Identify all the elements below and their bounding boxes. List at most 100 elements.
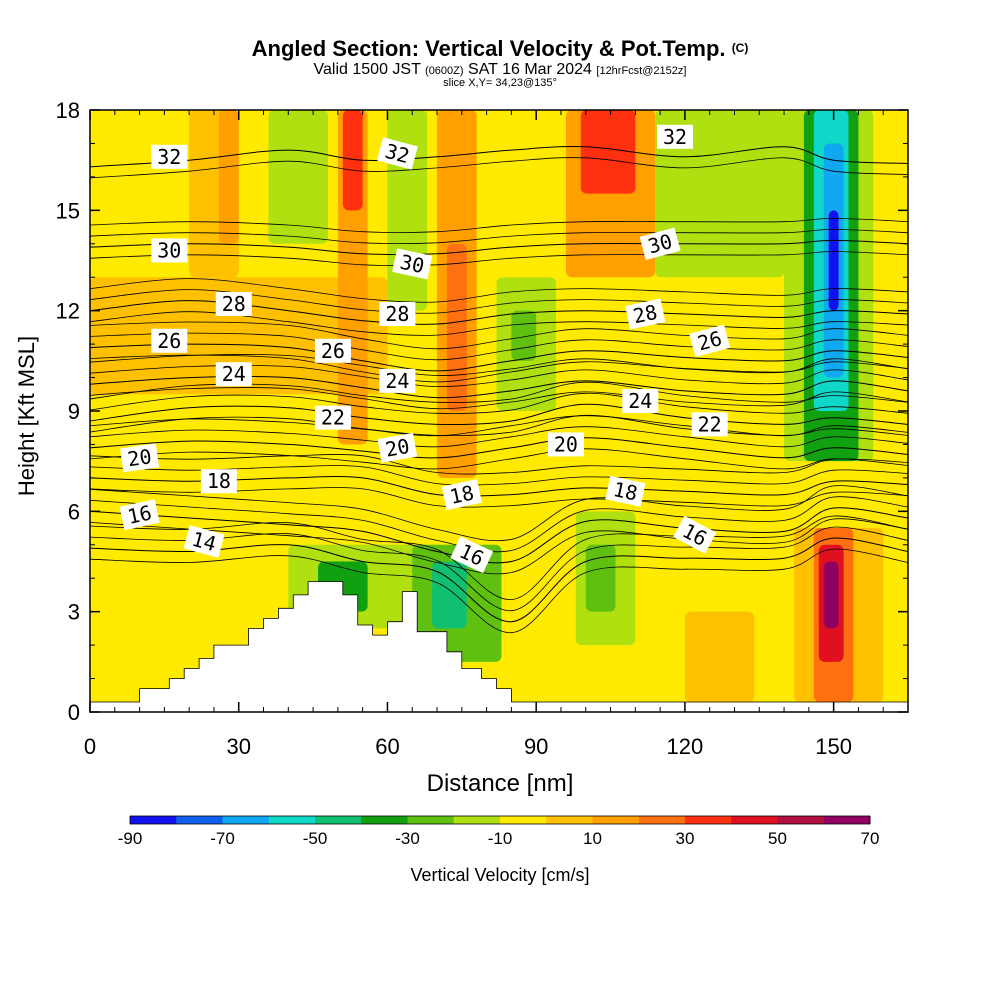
contour-label-bg bbox=[441, 479, 482, 511]
isentrope-28-minor-0 bbox=[90, 311, 908, 336]
colorbar-swatch-5 bbox=[361, 816, 408, 824]
contour-label-18: 20 bbox=[377, 432, 418, 463]
y-tick-label: 0 bbox=[68, 700, 80, 725]
contour-label-bg bbox=[625, 298, 666, 330]
contour-label-12: 24 bbox=[215, 362, 252, 387]
contour-label-text: 30 bbox=[157, 238, 181, 262]
x-tick-label: 90 bbox=[524, 734, 548, 759]
contour-label-2: 32 bbox=[656, 124, 693, 149]
colorbar-swatch-10 bbox=[592, 816, 640, 824]
velocity-cell-10 bbox=[268, 110, 328, 244]
y-axis-label: Height [Kft MSL] bbox=[14, 336, 39, 496]
velocity-cell-26 bbox=[684, 611, 755, 702]
valid-date: SAT 16 Mar 2024 bbox=[468, 61, 592, 78]
colorbar-swatch-9 bbox=[546, 816, 593, 824]
y-tick-label: 18 bbox=[56, 98, 80, 123]
title-mark: (C) bbox=[731, 41, 749, 55]
velocity-cell-3 bbox=[218, 110, 239, 244]
contour-label-17: 20 bbox=[120, 443, 160, 473]
contour-label-text: 26 bbox=[321, 339, 345, 363]
isentrope-16-minor-1 bbox=[90, 496, 908, 553]
isentropes bbox=[90, 146, 908, 634]
contour-label-26: 14 bbox=[183, 525, 225, 558]
slice-info: slice X,Y= 34,23@135° bbox=[443, 77, 557, 89]
contour-label-text: 30 bbox=[398, 250, 427, 278]
contour-label-4: 30 bbox=[392, 248, 433, 280]
contour-label-6: 28 bbox=[215, 291, 252, 316]
valid-time: Valid 1500 JST bbox=[313, 61, 421, 78]
isentrope-18-minor-1 bbox=[90, 465, 908, 486]
contour-label-0: 32 bbox=[151, 144, 188, 169]
contour-label-8: 28 bbox=[625, 298, 666, 330]
isentrope-20-minor-1 bbox=[90, 426, 908, 448]
contour-label-bg bbox=[151, 144, 188, 169]
contour-label-bg bbox=[151, 328, 188, 353]
colorbar-swatch-11 bbox=[638, 816, 686, 824]
velocity-cell-25 bbox=[585, 544, 616, 612]
velocity-cell-19 bbox=[828, 210, 839, 311]
contour-label-bg bbox=[379, 368, 416, 393]
x-axis-label: Distance [nm] bbox=[427, 770, 574, 797]
colorbar-swatch-12 bbox=[685, 816, 732, 824]
colorbar-tick-label: 70 bbox=[861, 829, 880, 848]
contour-label-text: 16 bbox=[125, 500, 154, 528]
isentrope-22-minor-0 bbox=[90, 414, 908, 437]
velocity-cell-13 bbox=[511, 310, 537, 361]
velocity-cell-30 bbox=[823, 561, 839, 629]
valid-utc: (0600Z) bbox=[425, 65, 464, 77]
isentrope-32 bbox=[90, 146, 908, 168]
contour-label-text: 18 bbox=[611, 477, 640, 505]
isentrope-26-minor-2 bbox=[90, 321, 908, 350]
contour-label-bg bbox=[215, 291, 252, 316]
isentrope-18-minor-0 bbox=[90, 487, 908, 508]
velocity-cell-23 bbox=[432, 561, 467, 629]
isentrope-30-minor-2 bbox=[90, 217, 908, 233]
contour-label-7: 28 bbox=[379, 302, 416, 327]
colorbar: -90 -70 -50 -30 -10 10 30 50 70 bbox=[118, 815, 880, 848]
contour-label-bg bbox=[119, 499, 160, 531]
velocity-cell-14 bbox=[655, 110, 785, 278]
contour-label-text: 32 bbox=[157, 145, 181, 169]
y-tick-label: 9 bbox=[68, 399, 80, 424]
isentrope-14 bbox=[90, 537, 908, 623]
y-tick-label: 15 bbox=[56, 198, 80, 223]
terrain-profile bbox=[89, 581, 909, 713]
contour-label-bg bbox=[314, 405, 351, 430]
chart-title-text: Angled Section: Vertical Velocity & Pot.… bbox=[251, 36, 726, 61]
x-tick-label: 120 bbox=[667, 734, 704, 759]
isentrope-26 bbox=[90, 343, 908, 372]
forecast-info: [12hrFcst@2152z] bbox=[596, 65, 687, 77]
colorbar-swatch-3 bbox=[268, 816, 316, 824]
isentrope-28-minor-2 bbox=[90, 278, 908, 303]
contour-label-bg bbox=[377, 432, 418, 463]
isentrope-26-minor-0 bbox=[90, 354, 908, 383]
x-tick-label: 60 bbox=[375, 734, 399, 759]
contour-label-bg bbox=[656, 124, 693, 149]
y-tick-label: 6 bbox=[68, 499, 80, 524]
isentrope-32-minor-0 bbox=[90, 157, 908, 179]
contour-label-14: 24 bbox=[622, 388, 659, 413]
y-tick-label: 3 bbox=[68, 600, 80, 625]
contour-label-1: 32 bbox=[376, 137, 418, 170]
isentrope-22 bbox=[90, 403, 908, 426]
colorbar-swatch-0 bbox=[130, 816, 177, 824]
contour-label-text: 24 bbox=[628, 389, 652, 413]
contour-label-5: 30 bbox=[639, 227, 681, 261]
contour-label-bg bbox=[183, 525, 225, 558]
colorbar-tick-label: 10 bbox=[583, 829, 602, 848]
contour-label-text: 28 bbox=[385, 302, 409, 326]
contour-label-text: 24 bbox=[385, 369, 409, 393]
contour-label-text: 32 bbox=[663, 125, 687, 149]
contour-label-bg bbox=[691, 412, 728, 437]
velocity-cell-5 bbox=[342, 110, 363, 211]
axes: 0 30 60 90 120 150 0 3 6 9 12 15 18 bbox=[56, 98, 908, 759]
contour-label-15: 22 bbox=[314, 405, 351, 430]
contour-label-text: 20 bbox=[126, 444, 153, 471]
isentrope-20 bbox=[90, 437, 908, 459]
velocity-cell-1 bbox=[90, 277, 388, 395]
contour-label-bg bbox=[547, 432, 584, 457]
contour-labels: 32 32 32 30 30 30 28 28 28 26 26 26 24 24 24 22 22 20 20 20… bbox=[119, 124, 731, 574]
colorbar-tick-label: -90 bbox=[118, 829, 143, 848]
contour-label-text: 22 bbox=[698, 412, 722, 436]
isentrope-20-minor-0 bbox=[90, 448, 908, 470]
